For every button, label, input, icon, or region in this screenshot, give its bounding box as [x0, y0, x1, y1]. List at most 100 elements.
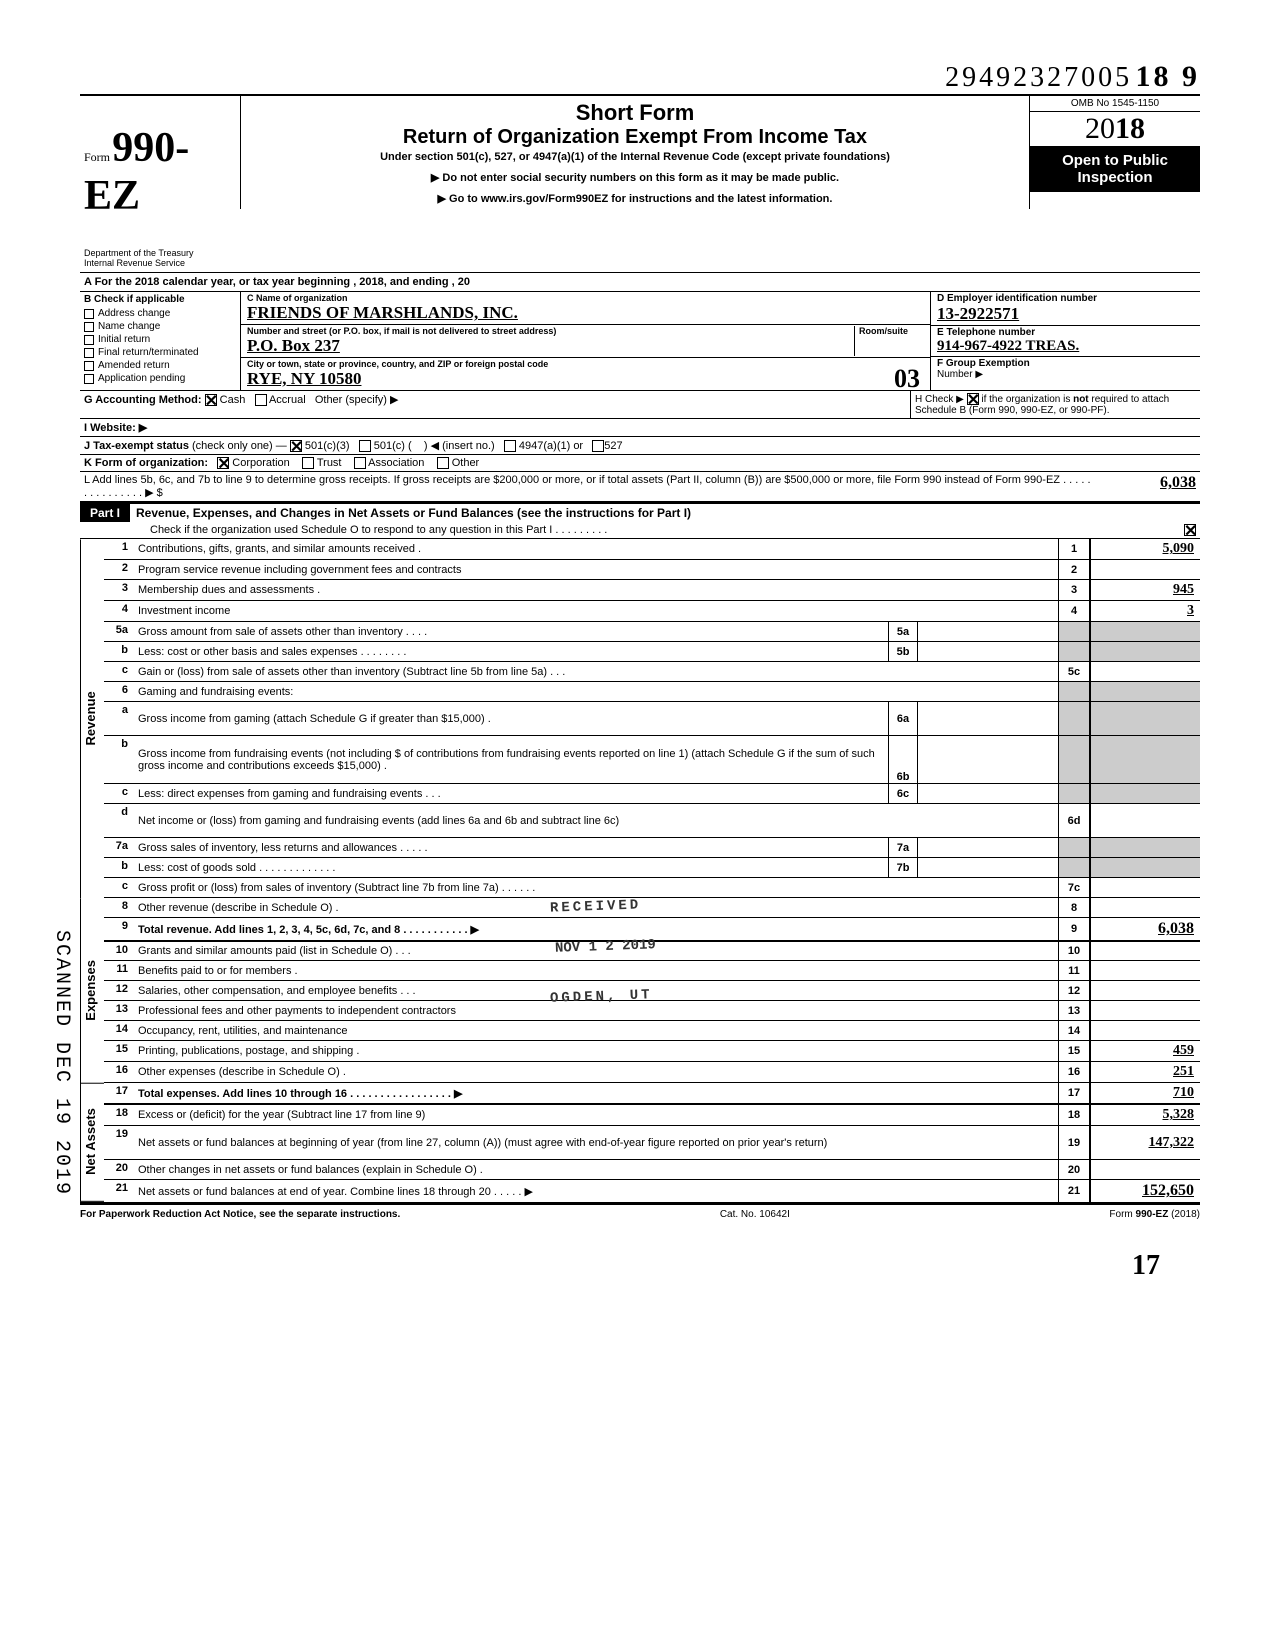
page-number: 17	[80, 1220, 1200, 1282]
lbl-address-change: Address change	[98, 308, 170, 319]
line-14-amt	[1090, 1021, 1200, 1040]
line-5a-box: 5a	[888, 622, 918, 641]
chk-other-org[interactable]	[437, 457, 449, 469]
line-8-amt	[1090, 898, 1200, 917]
line-2-desc: Program service revenue including govern…	[134, 560, 1058, 579]
title-block: Short Form Return of Organization Exempt…	[240, 96, 1030, 209]
lbl-final-return: Final return/terminated	[98, 347, 199, 358]
phone-value: 914-967-4922 TREAS.	[937, 338, 1194, 355]
line-21-desc: Net assets or fund balances at end of ye…	[134, 1180, 1058, 1202]
line-17-amt: 710	[1090, 1083, 1200, 1103]
chk-final-return[interactable]	[84, 348, 94, 358]
line-15-amt: 459	[1090, 1041, 1200, 1061]
side-revenue: Revenue	[80, 539, 104, 898]
line-7b-box: 7b	[888, 858, 918, 877]
line-16-amt: 251	[1090, 1062, 1200, 1082]
line-5a-desc: Gross amount from sale of assets other t…	[134, 622, 888, 641]
part-i-check-text: Check if the organization used Schedule …	[150, 524, 1184, 536]
room-suite-label: Room/suite	[859, 326, 924, 336]
line-1-desc: Contributions, gifts, grants, and simila…	[134, 539, 1058, 559]
left-header-block: Form 990-EZ Department of the Treasury I…	[80, 96, 240, 272]
l-value: 6,038	[1096, 474, 1196, 499]
lbl-name-change: Name change	[98, 321, 160, 332]
year-prefix: 20	[1085, 112, 1115, 145]
ein-value: 13-2922571	[937, 304, 1194, 324]
j-tax-exempt: J Tax-exempt status (check only one) — 5…	[80, 437, 1200, 455]
column-b-checkboxes: B Check if applicable Address change Nam…	[80, 292, 240, 390]
line-4-desc: Investment income	[134, 601, 1058, 621]
chk-trust[interactable]	[302, 457, 314, 469]
footer-catno: Cat. No. 10642I	[720, 1209, 790, 1220]
chk-schedule-b[interactable]	[967, 393, 979, 405]
dept-treasury: Department of the Treasury	[84, 248, 236, 258]
chk-initial-return[interactable]	[84, 335, 94, 345]
chk-501c3[interactable]	[290, 440, 302, 452]
c-addr-label: Number and street (or P.O. box, if mail …	[247, 326, 854, 336]
line-13-amt	[1090, 1001, 1200, 1020]
line-18-amt: 5,328	[1090, 1105, 1200, 1125]
lbl-amended-return: Amended return	[98, 360, 170, 371]
line-14-desc: Occupancy, rent, utilities, and maintena…	[134, 1021, 1058, 1040]
open-public-inspection: Open to Public Inspection	[1030, 146, 1200, 192]
chk-address-change[interactable]	[84, 309, 94, 319]
line-7a-desc: Gross sales of inventory, less returns a…	[134, 838, 888, 857]
e-phone-label: E Telephone number	[937, 327, 1194, 338]
lbl-application-pending: Application pending	[98, 373, 185, 384]
irs: Internal Revenue Service	[84, 258, 236, 268]
lbl-initial-return: Initial return	[98, 334, 150, 345]
line-19-amt: 147,322	[1090, 1126, 1200, 1159]
h-schedule-b: H Check ▶ if the organization is not req…	[915, 394, 1169, 416]
line-10-amt	[1090, 942, 1200, 960]
f-group-label: F Group Exemption	[937, 358, 1194, 369]
chk-association[interactable]	[354, 457, 366, 469]
chk-application-pending[interactable]	[84, 374, 94, 384]
chk-name-change[interactable]	[84, 322, 94, 332]
arrow-goto: ▶ Go to www.irs.gov/Form990EZ for instru…	[251, 192, 1019, 205]
line-18-desc: Excess or (deficit) for the year (Subtra…	[134, 1105, 1058, 1125]
line-16-desc: Other expenses (describe in Schedule O) …	[134, 1062, 1058, 1082]
line-20-desc: Other changes in net assets or fund bala…	[134, 1160, 1058, 1179]
chk-amended-return[interactable]	[84, 361, 94, 371]
line-6-desc: Gaming and fundraising events:	[134, 682, 1058, 701]
row-a-calendar-year: A For the 2018 calendar year, or tax yea…	[80, 272, 1200, 292]
line-6b-desc: Gross income from fundraising events (no…	[134, 736, 888, 783]
year-suffix: 18	[1115, 112, 1145, 145]
tax-year: 2018	[1030, 112, 1200, 146]
l-gross-receipts: L Add lines 5b, 6c, and 7b to line 9 to …	[84, 474, 1096, 499]
line-1-amt: 5,090	[1090, 539, 1200, 559]
part-i-label: Part I	[80, 504, 130, 522]
line-6d-desc: Net income or (loss) from gaming and fun…	[134, 804, 1058, 837]
chk-accrual[interactable]	[255, 394, 267, 406]
chk-corporation[interactable]	[217, 457, 229, 469]
side-expenses: Expenses	[80, 899, 104, 1084]
line-3-desc: Membership dues and assessments .	[134, 580, 1058, 600]
line-5b-desc: Less: cost or other basis and sales expe…	[134, 642, 888, 661]
line-15-desc: Printing, publications, postage, and shi…	[134, 1041, 1058, 1061]
side-net-assets: Net Assets	[80, 1083, 104, 1202]
c-city-label: City or town, state or province, country…	[247, 359, 924, 369]
line-5c-desc: Gain or (loss) from sale of assets other…	[134, 662, 1058, 681]
stamp-03: 03	[894, 364, 920, 394]
chk-cash[interactable]	[205, 394, 217, 406]
line-6a-desc: Gross income from gaming (attach Schedul…	[134, 702, 888, 735]
scanned-stamp: SCANNED DEC 19 2019	[50, 930, 73, 1196]
footer-form: Form 990-EZ (2018)	[1109, 1209, 1200, 1220]
dln-suffix: 18 9	[1136, 60, 1201, 93]
line-11-amt	[1090, 961, 1200, 980]
line-20-amt	[1090, 1160, 1200, 1179]
omb-number: OMB No 1545-1150	[1030, 96, 1200, 112]
chk-schedule-o[interactable]	[1184, 524, 1196, 536]
chk-4947[interactable]	[504, 440, 516, 452]
line-4-amt: 3	[1090, 601, 1200, 621]
column-right-def: D Employer identification number 13-2922…	[930, 292, 1200, 390]
org-name: FRIENDS OF MARSHLANDS, INC.	[247, 303, 924, 323]
subtitle: Under section 501(c), 527, or 4947(a)(1)…	[251, 151, 1019, 163]
part-i-header: Part I Revenue, Expenses, and Changes in…	[80, 502, 1200, 522]
chk-527[interactable]	[592, 440, 604, 452]
short-form-title: Short Form	[251, 100, 1019, 126]
footer-paperwork: For Paperwork Reduction Act Notice, see …	[80, 1209, 400, 1220]
line-19-desc: Net assets or fund balances at beginning…	[134, 1126, 1058, 1159]
chk-501c[interactable]	[359, 440, 371, 452]
line-17-desc: Total expenses. Add lines 10 through 16 …	[134, 1083, 1058, 1103]
return-title: Return of Organization Exempt From Incom…	[251, 126, 1019, 149]
